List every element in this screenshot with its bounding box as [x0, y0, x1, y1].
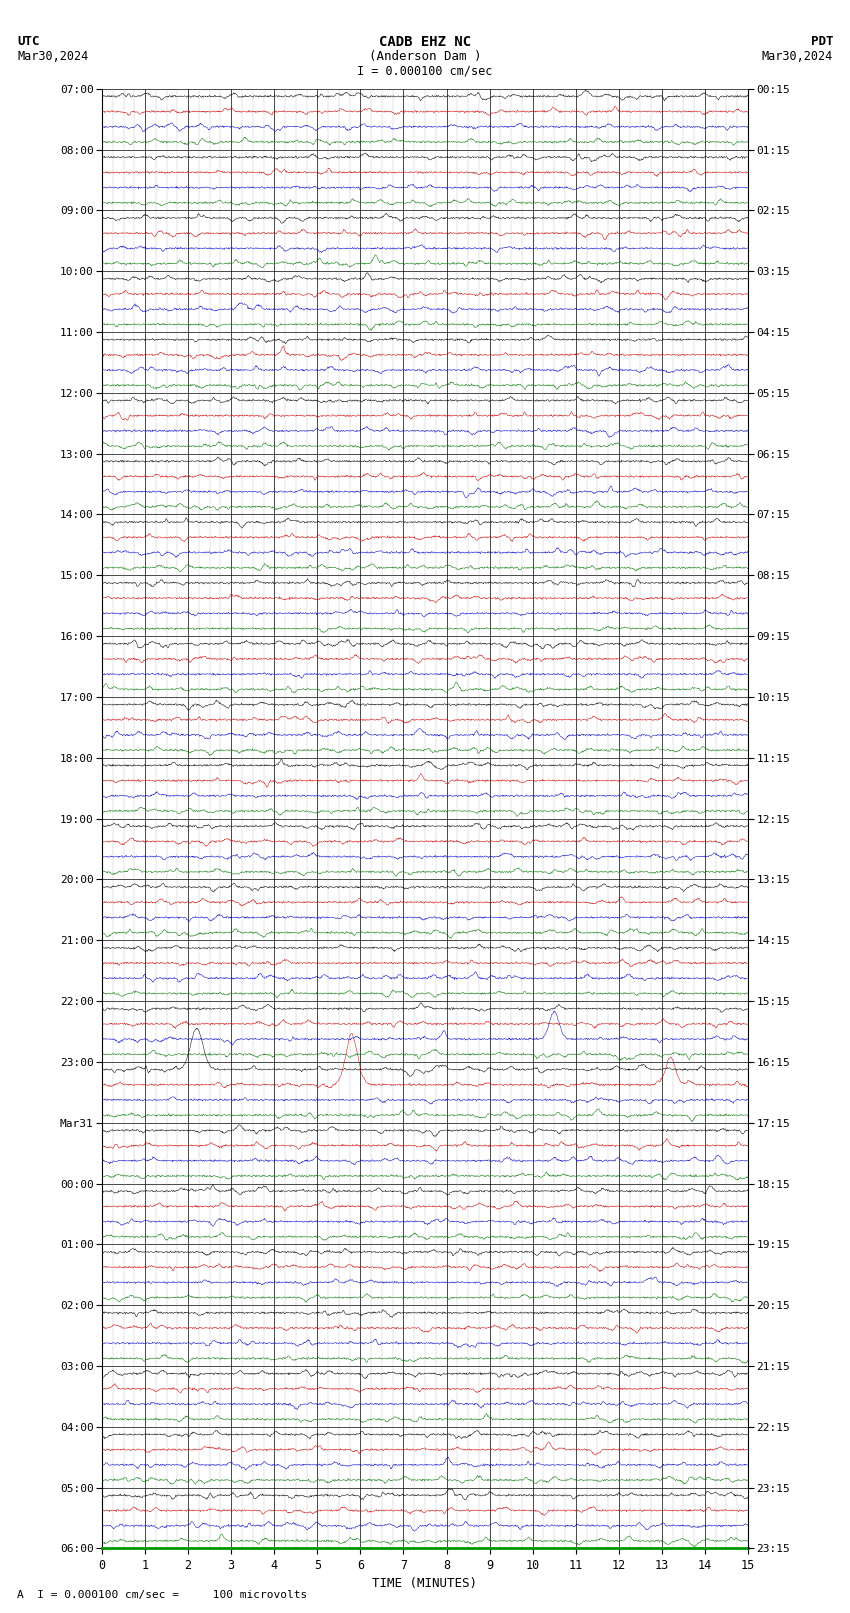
Text: CADB EHZ NC: CADB EHZ NC — [379, 35, 471, 50]
X-axis label: TIME (MINUTES): TIME (MINUTES) — [372, 1578, 478, 1590]
Text: Mar30,2024: Mar30,2024 — [17, 50, 88, 63]
Text: PDT: PDT — [811, 35, 833, 48]
Text: I = 0.000100 cm/sec: I = 0.000100 cm/sec — [357, 65, 493, 77]
Text: UTC: UTC — [17, 35, 39, 48]
Text: (Anderson Dam ): (Anderson Dam ) — [369, 50, 481, 63]
Text: A  I = 0.000100 cm/sec =     100 microvolts: A I = 0.000100 cm/sec = 100 microvolts — [17, 1590, 307, 1600]
Text: Mar30,2024: Mar30,2024 — [762, 50, 833, 63]
